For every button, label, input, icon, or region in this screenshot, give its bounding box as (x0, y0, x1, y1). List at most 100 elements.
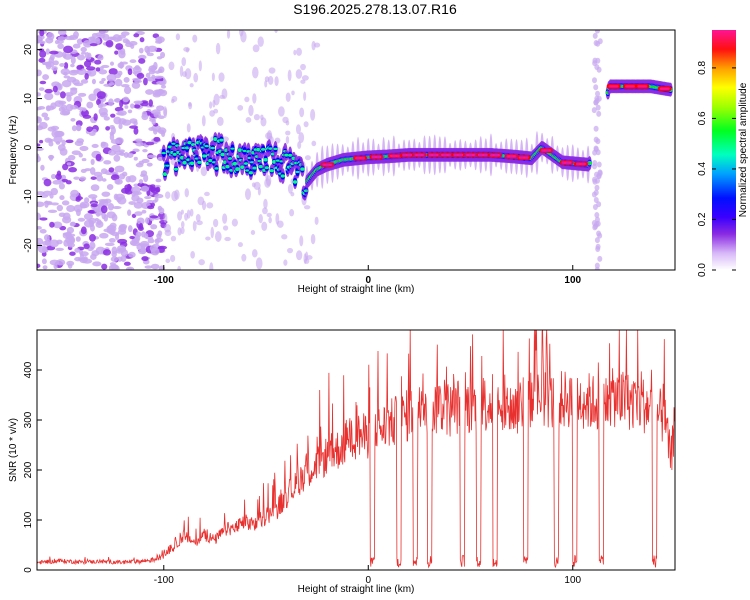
noise-blob (67, 242, 76, 248)
ridge-segment (162, 172, 168, 176)
noise-blob (77, 217, 86, 222)
y-tick-label: 0 (23, 144, 34, 150)
noise-blob (136, 217, 145, 225)
noise-blob (85, 66, 96, 71)
ridge-segment (258, 165, 263, 169)
noise-blob (218, 72, 225, 82)
noise-blob (37, 226, 42, 230)
noise-blob (594, 184, 600, 191)
noise-blob (37, 37, 43, 44)
noise-blob (117, 62, 125, 69)
noise-blob (286, 247, 294, 254)
ridge-core (402, 153, 413, 157)
ridge-segment (248, 171, 254, 175)
y-tick-label: -20 (23, 238, 34, 253)
x-tick-label: 100 (564, 575, 581, 586)
noise-blob (141, 209, 147, 214)
noise-blob (261, 221, 268, 231)
chart-title: S196.2025.278.13.07.R16 (293, 1, 457, 17)
ridge-core (371, 155, 382, 159)
noise-blob (145, 217, 150, 224)
ridge-smear (376, 143, 381, 171)
noise-blob (79, 145, 89, 152)
noise-blob (39, 139, 44, 144)
noise-blob (594, 262, 600, 269)
noise-blob (77, 54, 86, 61)
noise-blob (135, 138, 143, 143)
noise-blob (231, 218, 238, 227)
noise-blob (252, 66, 259, 79)
noise-blob (93, 37, 101, 42)
noise-blob (109, 133, 115, 141)
noise-blob (153, 136, 161, 142)
noise-blob (91, 78, 96, 85)
noise-blob (219, 94, 225, 100)
noise-blob (90, 176, 97, 180)
noise-blob (289, 209, 295, 217)
noise-blob (155, 178, 162, 183)
ridge-smear (560, 147, 565, 178)
ridge-core (465, 153, 476, 157)
noise-blob (145, 89, 154, 95)
noise-blob (70, 56, 76, 65)
noise-blob (239, 30, 244, 37)
ridge-core (440, 153, 451, 157)
noise-blob (49, 50, 59, 55)
noise-blob (91, 143, 99, 149)
noise-blob (96, 174, 104, 182)
y-tick-label: 0 (23, 567, 34, 573)
noise-blob (140, 185, 150, 192)
noise-blob (180, 221, 185, 229)
noise-blob (52, 85, 58, 93)
spectrogram-x-ticks: -100 0 100 (154, 265, 582, 286)
noise-blob (144, 195, 152, 200)
noise-blob (58, 212, 66, 218)
noise-blob (101, 263, 108, 270)
noise-blob (114, 150, 124, 156)
noise-blob (206, 202, 214, 209)
noise-blob (283, 259, 288, 266)
noise-blob (142, 148, 148, 153)
noise-blob (143, 77, 148, 86)
noise-blob (209, 110, 215, 117)
ridge-smear (356, 136, 360, 180)
noise-blob (129, 125, 139, 129)
noise-blob (113, 193, 119, 201)
noise-blob (131, 186, 141, 194)
ridge-smear (489, 133, 493, 177)
noise-blob (82, 114, 92, 119)
spectrogram-y-ticks: -20 -10 0 10 20 (23, 44, 42, 253)
noise-blob (250, 230, 256, 236)
noise-blob (146, 76, 156, 82)
noise-blob (260, 117, 267, 127)
noise-blob (106, 184, 114, 191)
noise-blob (61, 200, 70, 206)
noise-blob (70, 87, 78, 91)
noise-blob (37, 155, 41, 163)
ridge-smear (315, 151, 319, 188)
noise-blob (140, 247, 147, 255)
ridge-smear (438, 136, 442, 174)
noise-blob (96, 98, 101, 106)
noise-blob (134, 211, 143, 216)
ridge-smear (366, 138, 370, 177)
ridge-smear (433, 134, 437, 176)
noise-blob (80, 168, 87, 174)
noise-blob (591, 220, 597, 227)
ridge-core (659, 87, 670, 90)
noise-blob (89, 241, 96, 250)
noise-blob (79, 251, 89, 257)
noise-blob (133, 100, 143, 105)
noise-blob (226, 30, 231, 39)
noise-blob (98, 107, 108, 116)
noise-blob (69, 104, 79, 110)
noise-blob (108, 68, 118, 75)
ridge-core (561, 161, 572, 164)
ridge-smear (330, 143, 335, 184)
noise-blob (314, 216, 319, 226)
noise-blob (257, 36, 264, 47)
noise-blob (170, 254, 176, 263)
noise-blob (134, 65, 141, 71)
noise-blob (113, 98, 122, 103)
noise-blob (195, 214, 201, 222)
